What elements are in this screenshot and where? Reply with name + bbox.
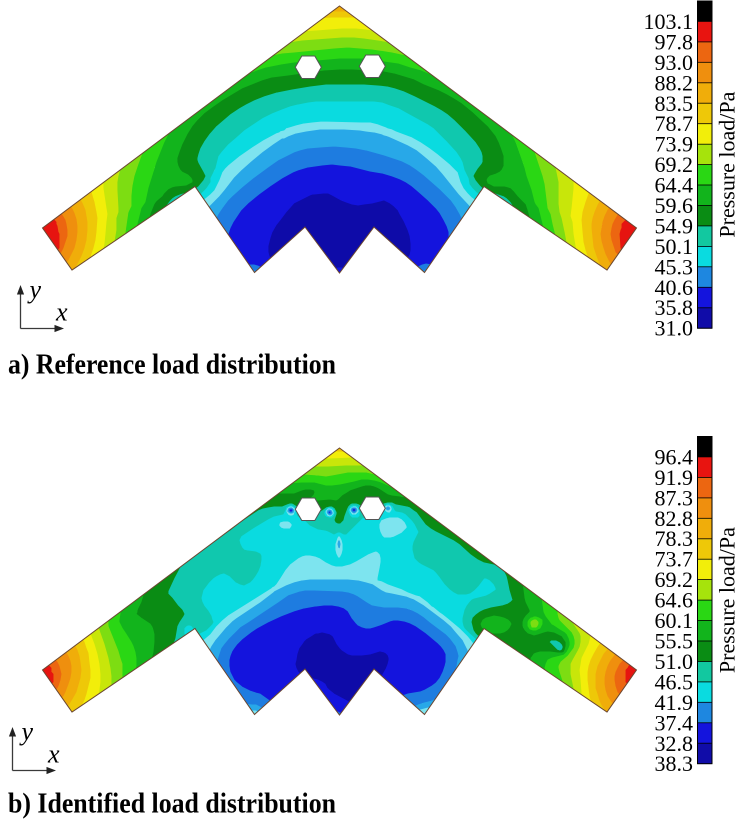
svg-text:b) Identified load distributio: b) Identified load distribution — [8, 788, 336, 820]
svg-text:64.6: 64.6 — [655, 588, 694, 613]
svg-text:y: y — [19, 717, 34, 746]
svg-text:69.2: 69.2 — [655, 152, 694, 177]
svg-text:69.2: 69.2 — [655, 567, 694, 592]
svg-text:x: x — [47, 740, 60, 769]
svg-text:51.0: 51.0 — [655, 649, 694, 674]
svg-text:87.3: 87.3 — [655, 485, 694, 510]
svg-text:64.4: 64.4 — [655, 173, 694, 198]
svg-text:x: x — [55, 298, 68, 327]
svg-text:Pressure load/Pa: Pressure load/Pa — [715, 91, 740, 237]
svg-text:93.0: 93.0 — [655, 50, 694, 75]
svg-text:38.3: 38.3 — [655, 751, 694, 776]
svg-text:73.7: 73.7 — [655, 547, 694, 572]
svg-text:y: y — [27, 275, 42, 304]
svg-text:73.9: 73.9 — [655, 132, 694, 157]
svg-text:96.4: 96.4 — [655, 444, 694, 469]
svg-text:88.2: 88.2 — [655, 70, 694, 95]
svg-text:41.9: 41.9 — [655, 690, 694, 715]
svg-text:78.7: 78.7 — [655, 111, 694, 136]
svg-text:91.9: 91.9 — [655, 465, 694, 490]
svg-text:103.1: 103.1 — [644, 9, 694, 34]
svg-text:45.3: 45.3 — [655, 254, 694, 279]
svg-text:54.9: 54.9 — [655, 213, 694, 238]
svg-text:82.8: 82.8 — [655, 506, 694, 531]
svg-text:40.6: 40.6 — [655, 275, 694, 300]
svg-text:78.3: 78.3 — [655, 526, 694, 551]
svg-text:55.5: 55.5 — [655, 629, 694, 654]
svg-text:60.1: 60.1 — [655, 608, 694, 633]
svg-text:35.8: 35.8 — [655, 295, 694, 320]
svg-text:37.4: 37.4 — [655, 710, 694, 735]
svg-text:46.5: 46.5 — [655, 669, 694, 694]
svg-text:a) Reference load distribution: a) Reference load distribution — [8, 349, 336, 381]
svg-text:83.5: 83.5 — [655, 91, 694, 116]
svg-text:97.8: 97.8 — [655, 29, 694, 54]
svg-text:31.0: 31.0 — [655, 316, 694, 341]
svg-text:32.8: 32.8 — [655, 731, 694, 756]
svg-text:59.6: 59.6 — [655, 193, 694, 218]
svg-text:Pressure load/Pa: Pressure load/Pa — [715, 527, 740, 673]
svg-text:50.1: 50.1 — [655, 234, 694, 259]
